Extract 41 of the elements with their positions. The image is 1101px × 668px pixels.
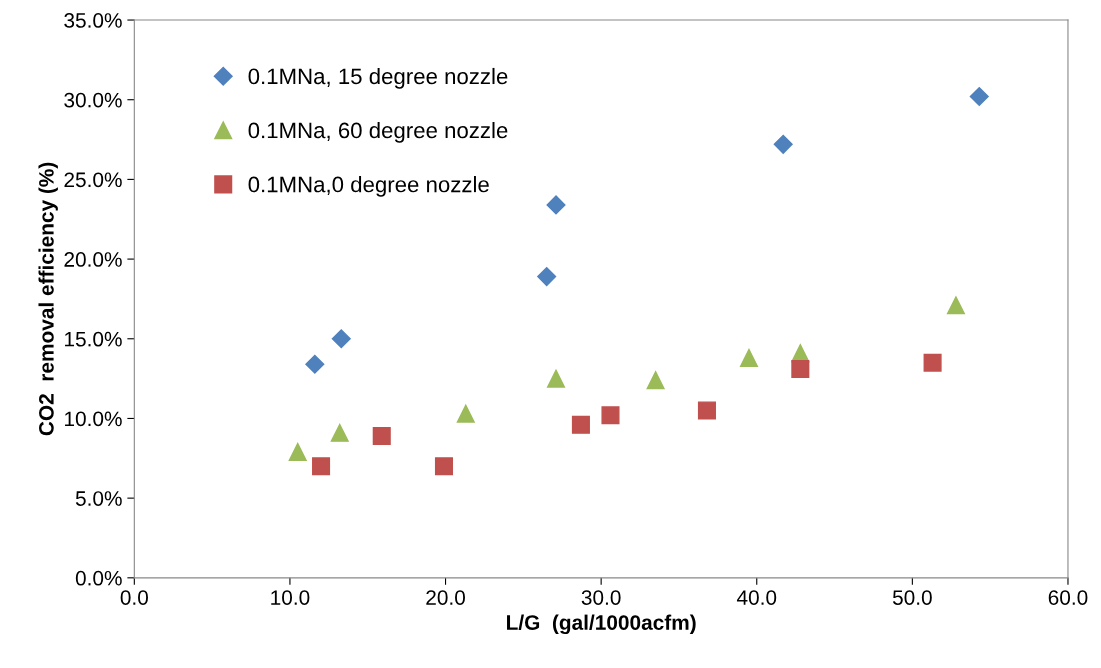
point <box>372 426 391 446</box>
point <box>739 348 759 367</box>
y-tick-label: 5.0% <box>75 491 122 506</box>
x-tick-label: 30.0 <box>581 590 621 605</box>
point <box>537 267 557 287</box>
y-tick-label: 0.0% <box>75 570 122 586</box>
point <box>434 457 454 476</box>
x-tick-label: 10.0 <box>271 590 310 605</box>
x-tick-label: 60.0 <box>1048 590 1088 605</box>
x-tick-label: 40.0 <box>736 590 777 605</box>
point <box>571 415 590 434</box>
point <box>646 371 665 390</box>
point <box>456 404 475 423</box>
y-tick-label: 35.0% <box>64 13 122 28</box>
point <box>697 401 716 420</box>
x-tick-label: 20.0 <box>426 590 465 605</box>
y-tick-label: 30.0% <box>64 92 122 108</box>
y-axis-title: CO2 removal efficiency (%) <box>38 162 58 436</box>
y-tick-label: 15.0% <box>65 331 122 347</box>
x-axis-title: L/G (gal/1000acfm) <box>507 614 696 635</box>
point <box>923 353 942 372</box>
y-tick-label: 20.0% <box>64 252 122 267</box>
point <box>946 296 965 315</box>
x-tick-label: 0.0 <box>120 590 148 605</box>
point <box>312 457 331 476</box>
point <box>331 329 351 349</box>
point <box>601 406 620 425</box>
legend-label: 0.1MNa,0 degree nozzle <box>248 176 489 197</box>
point <box>288 442 307 461</box>
point <box>305 354 325 374</box>
point <box>546 369 566 388</box>
point <box>791 360 810 379</box>
y-tick-label: 25.0% <box>64 172 122 188</box>
point <box>969 87 989 107</box>
legend-label: 0.1MNa, 60 degree nozzle <box>248 121 508 143</box>
legend-label: 0.1MNa, 15 degree nozzle <box>248 67 508 89</box>
x-tick-label: 50.0 <box>892 590 932 605</box>
point <box>330 423 349 442</box>
point <box>546 195 566 215</box>
point <box>773 134 793 154</box>
y-tick-label: 10.0% <box>65 411 122 427</box>
